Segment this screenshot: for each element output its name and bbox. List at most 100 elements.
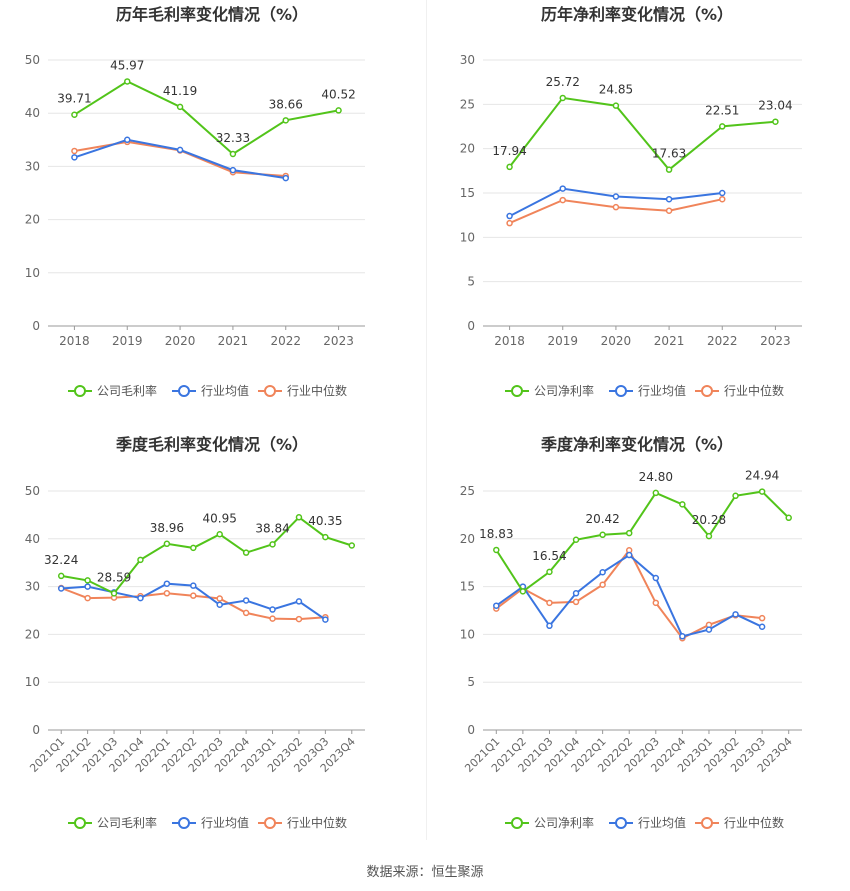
y-tick-label: 5 (467, 275, 475, 289)
data-label: 17.94 (492, 144, 526, 158)
data-point (190, 544, 197, 552)
data-point (229, 150, 237, 158)
data-point (124, 78, 131, 85)
data-label: 32.33 (216, 131, 250, 145)
x-tick-label: 2018 (59, 334, 90, 348)
y-tick-label: 0 (467, 319, 475, 333)
chart-svg: 季度净利率变化情况（%）05101520252021Q12021Q22021Q3… (460, 435, 802, 830)
data-label: 45.97 (110, 58, 144, 72)
data-point (71, 147, 78, 155)
x-tick-label: 2023 (760, 334, 791, 348)
series-line (495, 548, 763, 640)
data-point (110, 590, 118, 597)
data-point (269, 606, 276, 613)
data-point (705, 532, 713, 540)
data-point (137, 594, 144, 602)
legend-marker (701, 385, 713, 397)
data-label: 41.19 (163, 84, 197, 98)
data-point (322, 616, 329, 623)
legend-item: 行业均值 (172, 383, 249, 398)
y-tick-label: 0 (467, 723, 475, 737)
data-point (772, 118, 779, 125)
legend-marker (178, 817, 190, 829)
y-tick-label: 0 (32, 319, 40, 333)
data-point (652, 489, 660, 497)
legend-item: 公司毛利率 (68, 815, 157, 830)
data-point (719, 189, 726, 197)
legend-label: 行业均值 (638, 815, 686, 830)
data-point (599, 531, 606, 539)
data-point (493, 602, 500, 609)
data-point (124, 136, 131, 144)
legend-item: 行业中位数 (695, 383, 784, 398)
data-point (599, 569, 606, 576)
data-point (732, 492, 739, 500)
data-point (652, 574, 660, 582)
data-point (229, 166, 237, 174)
legend-item: 公司毛利率 (68, 383, 157, 398)
legend-label: 行业均值 (638, 383, 686, 398)
data-label: 39.71 (57, 92, 91, 106)
y-tick-label: 5 (467, 675, 475, 689)
y-tick-label: 20 (460, 532, 475, 546)
data-point (546, 622, 553, 630)
data-label: 20.42 (585, 512, 619, 526)
data-point (625, 529, 633, 537)
data-point (57, 585, 65, 592)
legend-label: 行业均值 (201, 815, 249, 830)
legend-marker (74, 385, 86, 397)
data-point (719, 195, 726, 203)
legend-marker (615, 817, 627, 829)
data-point (506, 163, 513, 171)
legend-item: 公司净利率 (505, 815, 594, 830)
y-tick-label: 10 (460, 627, 475, 641)
data-point (295, 598, 303, 605)
y-tick-label: 15 (460, 580, 475, 594)
data-point (559, 94, 566, 102)
series-line (509, 198, 723, 225)
data-point (732, 611, 739, 618)
x-tick-label: 2022 (707, 334, 738, 348)
data-point (665, 195, 673, 203)
legend-marker (701, 817, 713, 829)
y-tick-label: 20 (25, 213, 40, 227)
y-tick-label: 30 (460, 53, 475, 67)
data-point (163, 540, 171, 548)
legend-marker (264, 385, 276, 397)
y-tick-label: 40 (25, 532, 40, 546)
data-point (719, 123, 726, 130)
data-point (506, 212, 513, 220)
legend-item: 公司净利率 (505, 383, 594, 398)
data-point (190, 592, 197, 599)
data-point (176, 103, 184, 111)
legend-label: 行业均值 (201, 383, 249, 398)
data-label: 24.85 (599, 83, 633, 97)
data-point (665, 207, 673, 214)
data-label: 20.28 (692, 513, 726, 527)
data-point (242, 549, 250, 556)
y-tick-label: 30 (25, 580, 40, 594)
y-tick-label: 40 (25, 106, 40, 120)
legend-marker (511, 817, 523, 829)
data-point (269, 615, 276, 622)
data-label: 23.04 (758, 99, 792, 113)
data-point (758, 614, 766, 622)
x-tick-label: 2020 (601, 334, 632, 348)
data-point (665, 166, 673, 173)
data-point (163, 590, 171, 597)
data-point (84, 577, 91, 584)
data-point (599, 581, 606, 588)
data-point (216, 595, 223, 602)
x-tick-label: 2020 (165, 334, 196, 348)
legend-item: 行业中位数 (695, 815, 784, 830)
data-point (785, 514, 792, 522)
legend-marker (264, 817, 276, 829)
data-point (84, 583, 91, 590)
data-point (322, 533, 329, 541)
data-label: 24.94 (745, 469, 779, 483)
chart-title: 历年毛利率变化情况（%） (116, 5, 308, 24)
legend-label: 行业中位数 (287, 815, 347, 830)
chart-svg: 季度毛利率变化情况（%）010203040502021Q12021Q22021Q… (25, 435, 365, 830)
y-tick-label: 20 (25, 627, 40, 641)
legend-label: 行业中位数 (287, 383, 347, 398)
